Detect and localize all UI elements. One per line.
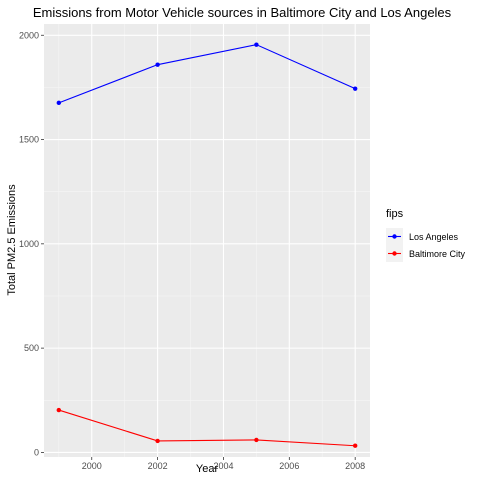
series-line-baltimore-city [58,409,356,447]
data-point-los-angeles [56,100,62,106]
legend-title: fips [386,208,404,220]
x-tick-label: 2002 [148,461,168,471]
y-tick-label: 0 [34,447,39,457]
plot-panel [44,24,370,457]
x-tick-label: 2004 [213,461,233,471]
data-point-los-angeles [352,86,358,91]
data-point-baltimore-city [352,443,358,448]
grid-minor [44,24,370,457]
y-tick-label: 1500 [19,135,39,145]
y-tick-label: 500 [24,343,39,353]
x-tick-label: 2006 [279,461,299,471]
series-line-los-angeles [58,44,356,104]
data-point-los-angeles [155,62,160,67]
chart-title: Emissions from Motor Vehicle sources in … [33,5,452,20]
legend: fips Los Angeles Baltimore City [386,208,466,262]
series-layer [56,42,358,448]
data-point-baltimore-city [155,438,160,444]
y-axis-title: Total PM2.5 Emissions [6,184,18,296]
legend-label-los-angeles: Los Angeles [409,232,459,242]
data-point-baltimore-city [56,407,62,413]
grid-major [44,24,370,457]
x-tick-label: 2000 [82,461,102,471]
legend-key-point-los-angeles [392,234,397,239]
y-tick-label: 1000 [19,239,39,249]
data-point-baltimore-city [254,437,259,443]
x-axis-title: Year [196,463,219,475]
data-point-los-angeles [254,42,259,47]
y-tick-label: 2000 [19,30,39,40]
legend-key-point-baltimore-city [392,251,397,256]
x-tick-label: 2008 [345,461,365,471]
x-axis: 2000 2002 2004 2006 2008 [82,457,365,471]
y-axis: 0 500 1000 1500 2000 [19,30,44,457]
legend-label-baltimore-city: Baltimore City [409,249,466,259]
